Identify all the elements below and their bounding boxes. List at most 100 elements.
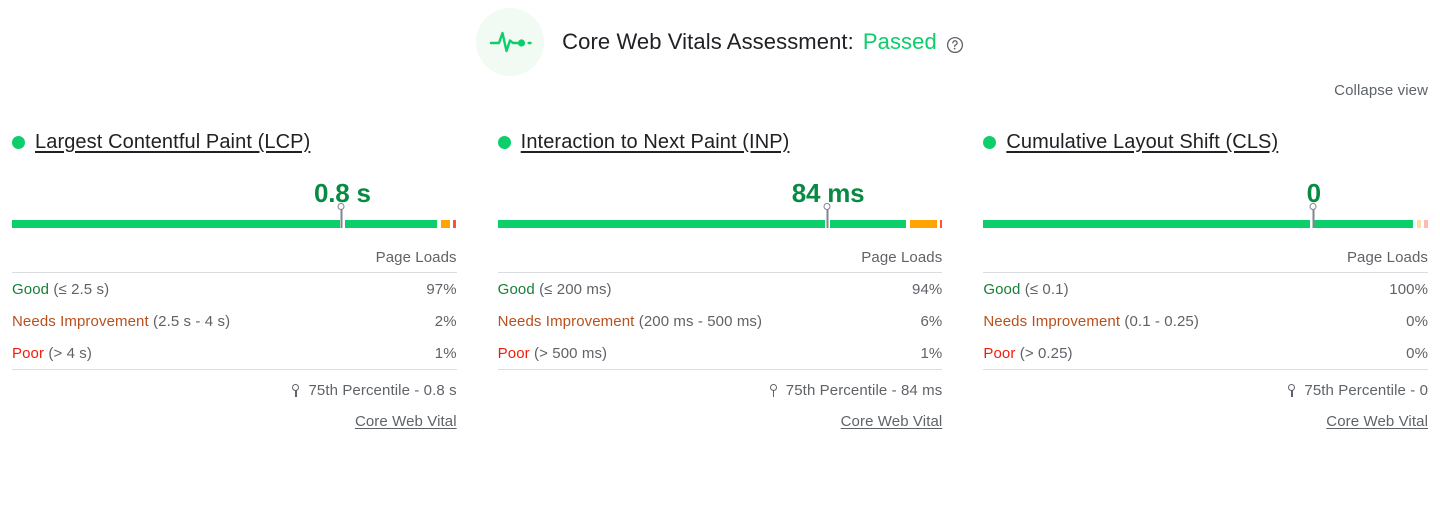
bucket-name: Good <box>12 281 50 298</box>
bar-segment <box>1413 220 1417 228</box>
cwv-link-row: Core Web Vital <box>12 399 457 431</box>
bucket-label-good: Good (≤ 0.1) <box>983 281 1068 298</box>
metric-value-row-lcp: 0.8 s <box>12 167 457 211</box>
table-row: Good (≤ 0.1) 100% <box>983 273 1428 305</box>
metric-value-row-inp: 84 ms <box>498 167 943 211</box>
bucket-label-needs-improvement: Needs Improvement (2.5 s - 4 s) <box>12 313 230 330</box>
bucket-name: Poor <box>983 345 1016 362</box>
bar-segment <box>829 220 906 228</box>
metric-value-cls: 0 <box>1306 178 1321 208</box>
metric-card-cls: Cumulative Layout Shift (CLS) 0 Page Loa… <box>983 130 1429 431</box>
bar-segment <box>939 220 943 228</box>
percentile-pin-icon <box>292 383 301 398</box>
core-web-vital-link[interactable]: Core Web Vital <box>1326 413 1429 430</box>
table-row: Good (≤ 200 ms) 94% <box>498 273 943 305</box>
percentile-text: 75th Percentile - 0 <box>1304 382 1429 399</box>
bar-segment <box>1424 220 1428 228</box>
bucket-label-poor: Poor (> 4 s) <box>12 345 92 362</box>
distribution-bar-cls <box>983 203 1428 233</box>
metric-title-lcp[interactable]: Largest Contentful Paint (LCP) <box>35 130 311 153</box>
percentile-text: 75th Percentile - 84 ms <box>785 382 943 399</box>
divider <box>983 272 1429 273</box>
bucket-pct-needs-improvement: 0% <box>1406 313 1429 330</box>
percentile-text: 75th Percentile - 0.8 s <box>308 382 457 399</box>
assessment-title-text: Core Web Vitals Assessment: <box>562 29 854 54</box>
bucket-range: (≤ 0.1) <box>1024 281 1069 298</box>
core-web-vital-link[interactable]: Core Web Vital <box>840 413 943 430</box>
bar-segment <box>1309 220 1314 228</box>
table-row: Needs Improvement (0.1 - 0.25) 0% <box>983 305 1428 337</box>
metrics-grid: Largest Contentful Paint (LCP) 0.8 s Pag… <box>0 130 1440 431</box>
bar-segment <box>449 220 453 228</box>
bucket-range: (200 ms - 500 ms) <box>638 313 763 330</box>
bar-segment <box>983 220 1310 228</box>
bucket-pct-poor: 1% <box>434 345 457 362</box>
metric-value-row-cls: 0 <box>983 167 1428 211</box>
divider <box>12 272 457 273</box>
bucket-name: Needs Improvement <box>497 313 635 330</box>
bucket-range: (> 0.25) <box>1019 345 1073 362</box>
metric-title-cls[interactable]: Cumulative Layout Shift (CLS) <box>1006 130 1279 153</box>
percentile-pin-icon <box>769 383 779 398</box>
bar-segment <box>440 220 450 228</box>
table-row: Poor (> 500 ms) 1% <box>498 337 943 369</box>
bar-segment <box>12 220 341 228</box>
percentile-row-inp: 75th Percentile - 84 ms <box>498 370 943 399</box>
bucket-name: Good <box>497 281 535 298</box>
page-title: Core Web Vitals Assessment: Passed <box>562 29 964 55</box>
bucket-name: Poor <box>497 345 530 362</box>
bucket-name: Needs Improvement <box>12 313 149 330</box>
bar-segment <box>497 220 826 228</box>
bucket-name: Good <box>983 281 1021 298</box>
bar-segment <box>436 220 441 228</box>
assessment-verdict: Passed <box>862 29 937 54</box>
bucket-pct-good: 97% <box>426 281 457 298</box>
table-row: Poor (> 0.25) 0% <box>983 337 1428 369</box>
metric-header-lcp: Largest Contentful Paint (LCP) <box>12 130 457 154</box>
bar-segment <box>1313 220 1413 228</box>
status-dot-icon <box>12 135 25 149</box>
bucket-pct-good: 94% <box>912 281 943 298</box>
distribution-header-inp: Page Loads <box>861 249 943 266</box>
metric-card-lcp: Largest Contentful Paint (LCP) 0.8 s Pag… <box>12 130 457 431</box>
table-row: Needs Improvement (2.5 s - 4 s) 2% <box>12 305 457 337</box>
bar-segment <box>344 220 437 228</box>
bar-segment <box>452 220 457 228</box>
table-row: Poor (> 4 s) 1% <box>12 337 457 369</box>
distribution-bar-inp <box>497 203 943 233</box>
bucket-pct-poor: 0% <box>1406 345 1429 362</box>
bucket-label-poor: Poor (> 0.25) <box>983 345 1072 362</box>
percentile-pin-icon <box>1288 383 1297 398</box>
bucket-label-poor: Poor (> 500 ms) <box>498 345 607 362</box>
distribution-bar-track <box>497 220 943 228</box>
metric-header-cls: Cumulative Layout Shift (CLS) <box>983 130 1428 154</box>
bucket-pct-needs-improvement: 6% <box>920 313 943 330</box>
bucket-range: (≤ 2.5 s) <box>53 281 110 298</box>
metric-value-inp: 84 ms <box>791 178 865 208</box>
bucket-range: (> 500 ms) <box>534 345 608 362</box>
divider <box>497 369 943 370</box>
bucket-name: Poor <box>12 345 45 362</box>
percentile-row-cls: 75th Percentile - 0 <box>983 370 1428 399</box>
help-circle-icon[interactable] <box>946 34 964 54</box>
status-dot-icon <box>497 135 511 149</box>
bucket-pct-good: 100% <box>1389 281 1429 298</box>
distribution-bar-lcp <box>12 203 457 233</box>
bucket-pct-needs-improvement: 2% <box>434 313 457 330</box>
metric-title-inp[interactable]: Interaction to Next Paint (INP) <box>520 130 790 153</box>
core-web-vital-link[interactable]: Core Web Vital <box>354 413 457 430</box>
cwv-link-row: Core Web Vital <box>498 399 943 431</box>
distribution-bar-track <box>12 220 457 228</box>
divider <box>12 369 457 370</box>
collapse-view-button[interactable]: Collapse view <box>1334 82 1428 99</box>
collapse-view-row: Collapse view <box>0 82 1440 100</box>
metric-value-lcp: 0.8 s <box>313 178 371 208</box>
table-row: Needs Improvement (200 ms - 500 ms) 6% <box>498 305 943 337</box>
pulse-icon <box>476 8 545 76</box>
distribution-header-cls: Page Loads <box>1346 249 1429 266</box>
distribution-bar-track <box>983 220 1428 228</box>
table-row: Good (≤ 2.5 s) 97% <box>12 273 457 305</box>
status-dot-icon <box>983 135 997 149</box>
bucket-range: (> 4 s) <box>48 345 93 362</box>
divider <box>983 369 1429 370</box>
